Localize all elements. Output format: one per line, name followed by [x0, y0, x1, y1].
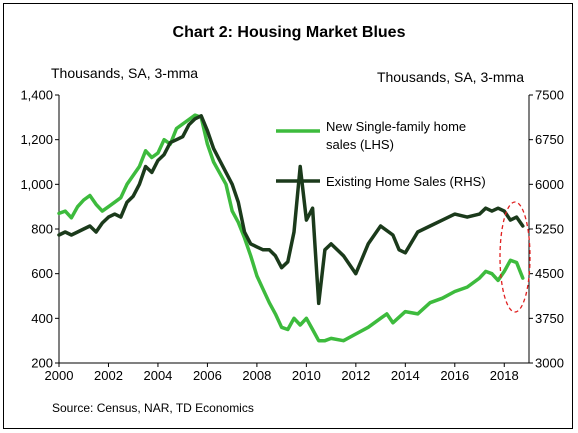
x-tick-label: 2016	[440, 368, 469, 383]
right-tick-label: 5250	[535, 222, 564, 237]
series-line-2	[57, 114, 525, 306]
x-tick-label: 2000	[45, 368, 74, 383]
right-tick-label: 6000	[535, 177, 564, 192]
left-tick-label: 400	[31, 311, 53, 326]
x-tick-label: 2018	[490, 368, 519, 383]
legend-label-1-line2: sales (LHS)	[326, 137, 394, 152]
legend-label-2: Existing Home Sales (RHS)	[326, 174, 486, 189]
right-tick-label: 3000	[535, 356, 564, 371]
chart-svg: Chart 2: Housing Market Blues Thousands,…	[20, 24, 563, 415]
left-tick-label: 1,000	[20, 177, 53, 192]
source-note: Source: Census, NAR, TD Economics	[52, 401, 254, 415]
x-tick-label: 2014	[391, 368, 420, 383]
right-tick-label: 4500	[535, 266, 564, 281]
x-tick-label: 2002	[94, 368, 123, 383]
left-tick-label: 800	[31, 222, 53, 237]
x-tick-label: 2006	[193, 368, 222, 383]
left-tick-label: 1,200	[20, 132, 53, 147]
left-tick-label: 600	[31, 266, 53, 281]
right-tick-label: 3750	[535, 311, 564, 326]
plot-area: 200 400 600 800 1,000 1,200 1,400 3000 3750 4500 5…	[20, 88, 563, 384]
left-tick-label: 1,400	[20, 88, 53, 103]
x-tick-label: 2010	[292, 368, 321, 383]
right-tick-label: 6750	[535, 132, 564, 147]
chart-title: Chart 2: Housing Market Blues	[173, 24, 406, 41]
x-tick-label: 2008	[242, 368, 271, 383]
left-axis-unit: Thousands, SA, 3-mma	[51, 65, 198, 81]
highlight-ellipse	[499, 201, 531, 313]
right-axis-unit: Thousands, SA, 3-mma	[377, 69, 524, 85]
left-tick-label: 200	[31, 356, 53, 371]
x-tick-label: 2004	[143, 368, 172, 383]
series-line-1	[57, 113, 525, 343]
chart-frame: Chart 2: Housing Market Blues Thousands,…	[3, 3, 573, 429]
right-tick-label: 7500	[535, 88, 564, 103]
x-tick-label: 2012	[341, 368, 370, 383]
legend-label-1-line1: New Single-family home	[326, 119, 466, 134]
